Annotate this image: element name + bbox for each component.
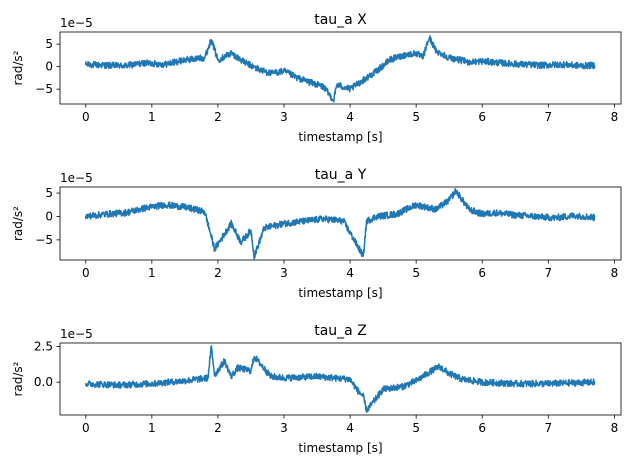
panel-1-x-axis-label: timestamp [s] <box>298 130 382 144</box>
panel-2-x-axis-label: timestamp [s] <box>298 286 382 300</box>
panel-2-x-tick-label: 7 <box>544 266 552 280</box>
panel-1-offset-text: 1e−5 <box>60 16 93 30</box>
panel-3-x-tick-label: 1 <box>148 421 156 435</box>
panel-2: 0 1 2 3 4 5 6 7 8 −5 0 5 1e−5 tau_a Y timestamp [s] rad… <box>11 167 622 300</box>
panel-2-series-line <box>85 188 596 260</box>
panel-2-x-tick-label: 3 <box>280 266 288 280</box>
panel-1-series-line <box>85 35 596 103</box>
panel-1-y-axis-label: rad/s² <box>11 50 25 85</box>
panel-2-x-tick-label: 4 <box>346 266 354 280</box>
panel-3-series-line <box>85 345 596 413</box>
panel-1-x-tick-label: 1 <box>148 110 156 124</box>
panel-1-x-tick-label: 5 <box>412 110 420 124</box>
panel-1-x-tick-label: 7 <box>544 110 552 124</box>
panel-2-offset-text: 1e−5 <box>60 171 93 185</box>
panel-1-x-tick-label: 2 <box>214 110 222 124</box>
panel-2-x-tick-label: 6 <box>478 266 486 280</box>
panel-2-y-tick-label: 5 <box>45 186 53 200</box>
panel-1-y-tick-label: 0 <box>45 60 53 74</box>
panel-3-offset-text: 1e−5 <box>60 327 93 341</box>
panel-1-x-tick-label: 4 <box>346 110 354 124</box>
panel-2-title: tau_a Y <box>315 167 367 183</box>
panel-2-x-tick-label: 1 <box>148 266 156 280</box>
panel-3-x-tick-label: 4 <box>346 421 354 435</box>
panel-3: 0 1 2 3 4 5 6 7 8 0.0 2.5 1e−5 tau_a Z timestamp [s] r… <box>11 323 622 455</box>
panel-3-x-tick-label: 5 <box>412 421 420 435</box>
panel-3-x-tick-label: 6 <box>478 421 486 435</box>
panel-2-y-tick-label: −5 <box>35 233 53 247</box>
panel-1-y-tick-label: −5 <box>35 82 53 96</box>
panel-2-x-tick-label: 8 <box>611 266 619 280</box>
panel-1-x-tick-label: 8 <box>611 110 619 124</box>
panel-3-y-tick-label: 0.0 <box>34 375 53 389</box>
panel-1-x-tick-label: 0 <box>82 110 90 124</box>
panel-1-axes-frame <box>59 31 622 105</box>
panel-3-x-axis-label: timestamp [s] <box>298 441 382 455</box>
panel-2-x-tick-label: 0 <box>82 266 90 280</box>
panel-2-y-axis-label: rad/s² <box>11 206 25 241</box>
panel-3-x-tick-label: 8 <box>611 421 619 435</box>
panel-3-axes-frame <box>59 342 622 416</box>
panel-3-x-tick-label: 0 <box>82 421 90 435</box>
panel-2-y-tick-label: 0 <box>45 209 53 223</box>
panel-2-x-tick-label: 5 <box>412 266 420 280</box>
panel-1-title: tau_a X <box>314 12 367 28</box>
panel-1-x-tick-label: 3 <box>280 110 288 124</box>
panel-3-x-tick-label: 7 <box>544 421 552 435</box>
panel-2-x-tick-label: 2 <box>214 266 222 280</box>
panel-1-y-tick-label: 5 <box>45 37 53 51</box>
panel-2-axes-frame <box>59 186 622 261</box>
panel-3-title: tau_a Z <box>314 323 367 339</box>
panel-1: 0 1 2 3 4 5 6 7 8 −5 0 5 1e−5 tau_a X timestamp [s] rad… <box>11 12 622 144</box>
panel-1-x-tick-label: 6 <box>478 110 486 124</box>
panel-3-x-tick-label: 3 <box>280 421 288 435</box>
panel-3-y-tick-label: 2.5 <box>34 340 53 354</box>
panel-3-y-axis-label: rad/s² <box>11 361 25 396</box>
panel-3-x-tick-label: 2 <box>214 421 222 435</box>
